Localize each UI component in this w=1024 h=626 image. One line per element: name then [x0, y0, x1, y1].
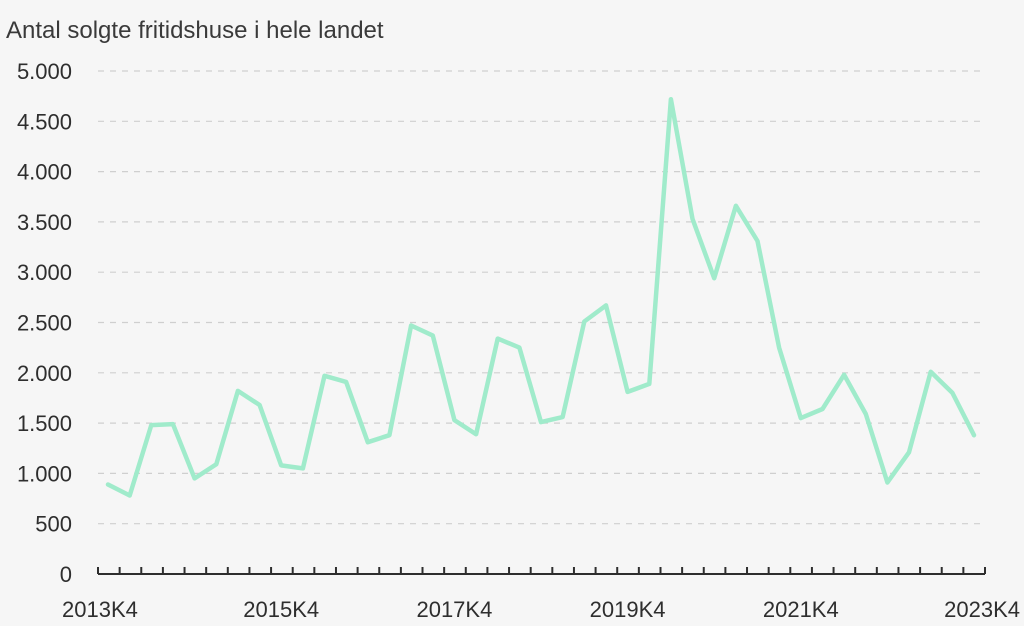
x-tick-label: 2019K4: [590, 597, 666, 622]
y-tick-label: 2.500: [17, 311, 72, 336]
x-tick-label: 2021K4: [763, 597, 839, 622]
y-tick-label: 3.500: [17, 210, 72, 235]
y-tick-label: 4.500: [17, 109, 72, 134]
y-axis-tick-labels: 0 500 1.000 1.500 2.000 2.500 3.000 3.500 4.000 4…: [17, 59, 72, 587]
x-tick-label: 2023K4: [944, 597, 1020, 622]
y-tick-label: 2.000: [17, 361, 72, 386]
chart-title: Antal solgte fritidshuse i hele landet: [6, 17, 384, 44]
x-axis: 2013K4 2015K4 2017K4 2019K4 2021K4 2023K4: [62, 567, 1020, 622]
y-tick-label: 1.500: [17, 411, 72, 436]
y-tick-label: 0: [60, 562, 72, 587]
y-tick-label: 4.000: [17, 160, 72, 185]
y-tick-label: 500: [35, 512, 72, 537]
x-tick-label: 2015K4: [243, 597, 319, 622]
gridlines: [98, 70, 985, 525]
series-line: [105, 96, 977, 498]
series-layer: [105, 96, 977, 498]
y-tick-label: 3.000: [17, 260, 72, 285]
y-tick-label: 1.000: [17, 461, 72, 486]
x-tick-label: 2017K4: [416, 597, 492, 622]
x-tick-label: 2013K4: [62, 597, 138, 622]
y-tick-label: 5.000: [17, 59, 72, 84]
